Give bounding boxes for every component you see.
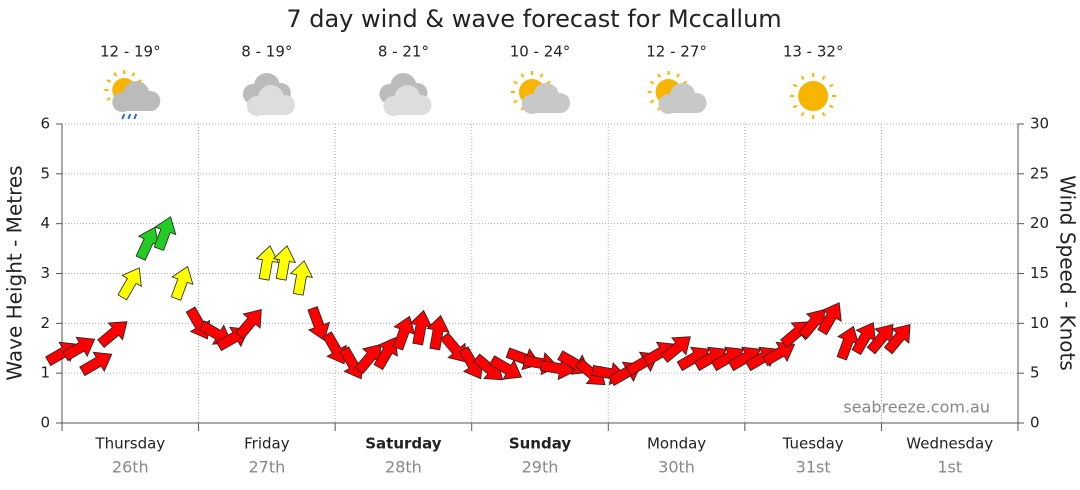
sun-ray	[513, 99, 518, 104]
wind-arrow	[153, 216, 177, 251]
wind-arrow	[392, 315, 416, 351]
wind-arrow	[307, 306, 331, 341]
wind-arrow	[255, 245, 279, 281]
wind-arrow	[117, 267, 142, 301]
rain	[133, 113, 138, 120]
wind-arrow	[660, 336, 691, 363]
sun-ray	[539, 73, 544, 78]
temperature: 10 - 24°	[510, 43, 571, 61]
day-name: Monday	[647, 435, 706, 453]
sun-ray	[821, 75, 826, 81]
y2-tick-label: 25	[1030, 164, 1049, 182]
sun-ray	[520, 73, 525, 78]
day-date: 31st	[796, 458, 831, 477]
wind-arrow	[426, 314, 450, 351]
temperature: 8 - 21°	[378, 43, 429, 61]
cloud	[387, 104, 428, 115]
y-tick-label: 2	[40, 314, 50, 332]
day-name: Tuesday	[782, 435, 844, 453]
y-tick-label: 3	[40, 264, 50, 282]
temperature: 12 - 19°	[100, 43, 161, 61]
y2-tick-label: 5	[1030, 364, 1040, 382]
wind-arrow	[439, 332, 467, 363]
weather-icon	[242, 73, 295, 116]
rain	[121, 113, 126, 120]
weather-icon	[511, 71, 570, 114]
sun-ray	[800, 75, 805, 81]
sun-ray	[792, 104, 798, 109]
y-tick-label: 1	[40, 364, 50, 382]
wind-arrow	[289, 260, 314, 296]
y2-tick-label: 15	[1030, 264, 1049, 282]
day-date: 30th	[658, 458, 695, 477]
y-axis-label: Wave Height - Metres	[3, 165, 27, 380]
day-date: 27th	[248, 458, 285, 477]
y2-tick-label: 20	[1030, 214, 1049, 232]
sun-ray	[792, 83, 798, 88]
weather-icon	[379, 73, 432, 116]
weather-icon	[790, 73, 837, 119]
day-name: Wednesday	[906, 435, 993, 453]
weather-icon	[647, 71, 707, 114]
sun	[798, 81, 829, 111]
temperature: 13 - 32°	[783, 43, 844, 61]
wind-arrow	[488, 355, 523, 380]
wind-arrow	[272, 245, 296, 281]
y-tick-label: 0	[40, 414, 50, 432]
wind-arrow	[836, 325, 860, 361]
wind-arrow	[62, 336, 96, 362]
sun-ray	[513, 80, 518, 85]
wind-arrow	[79, 351, 113, 377]
sun-ray	[106, 79, 111, 83]
chart-title: 7 day wind & wave forecast for Mccallum	[286, 5, 781, 33]
watermark: seabreeze.com.au	[843, 398, 990, 417]
day-name: Thursday	[94, 435, 165, 453]
wind-arrow	[817, 302, 842, 336]
sun-ray	[113, 72, 118, 77]
sun-ray	[106, 97, 111, 101]
cloud	[250, 104, 291, 115]
y-tick-label: 5	[40, 164, 50, 182]
sun-ray	[829, 104, 834, 109]
temperature: 8 - 19°	[241, 43, 292, 61]
cloud	[526, 102, 566, 113]
day-date: 29th	[522, 458, 559, 477]
sun-ray	[829, 83, 834, 88]
day-date: 1st	[937, 458, 962, 477]
day-name: Saturday	[365, 435, 442, 453]
wind-arrow	[170, 265, 194, 301]
sun-ray	[131, 72, 136, 77]
wind-arrow	[97, 321, 128, 348]
sun-ray	[800, 111, 805, 117]
weather-icon	[104, 70, 161, 120]
sun-ray	[821, 111, 826, 117]
sun-ray	[657, 73, 661, 78]
wind-arrow	[322, 331, 347, 365]
day-date: 28th	[385, 458, 422, 477]
wind-arrow	[866, 323, 894, 355]
cloud	[116, 100, 157, 111]
wind-arrow	[851, 322, 876, 356]
cloud	[662, 102, 703, 113]
y2-tick-label: 0	[1030, 414, 1040, 432]
y2-axis-label: Wind Speed - Knots	[1056, 175, 1080, 371]
y2-tick-label: 30	[1030, 115, 1049, 133]
rain	[127, 113, 132, 120]
y2-tick-label: 10	[1030, 314, 1049, 332]
wind-arrow	[762, 341, 796, 367]
wind-arrow	[235, 309, 262, 340]
wind-arrow	[883, 323, 911, 355]
day-date: 26th	[112, 458, 149, 477]
sun-ray	[676, 73, 680, 78]
y-tick-label: 6	[40, 115, 50, 133]
y-tick-label: 4	[40, 214, 50, 232]
sun-ray	[649, 99, 655, 104]
sun-ray	[649, 80, 655, 85]
day-name: Friday	[244, 435, 290, 453]
wind-arrow	[409, 309, 433, 346]
day-name: Sunday	[509, 435, 572, 453]
temperature: 12 - 27°	[646, 43, 707, 61]
wind-arrow	[135, 226, 160, 261]
